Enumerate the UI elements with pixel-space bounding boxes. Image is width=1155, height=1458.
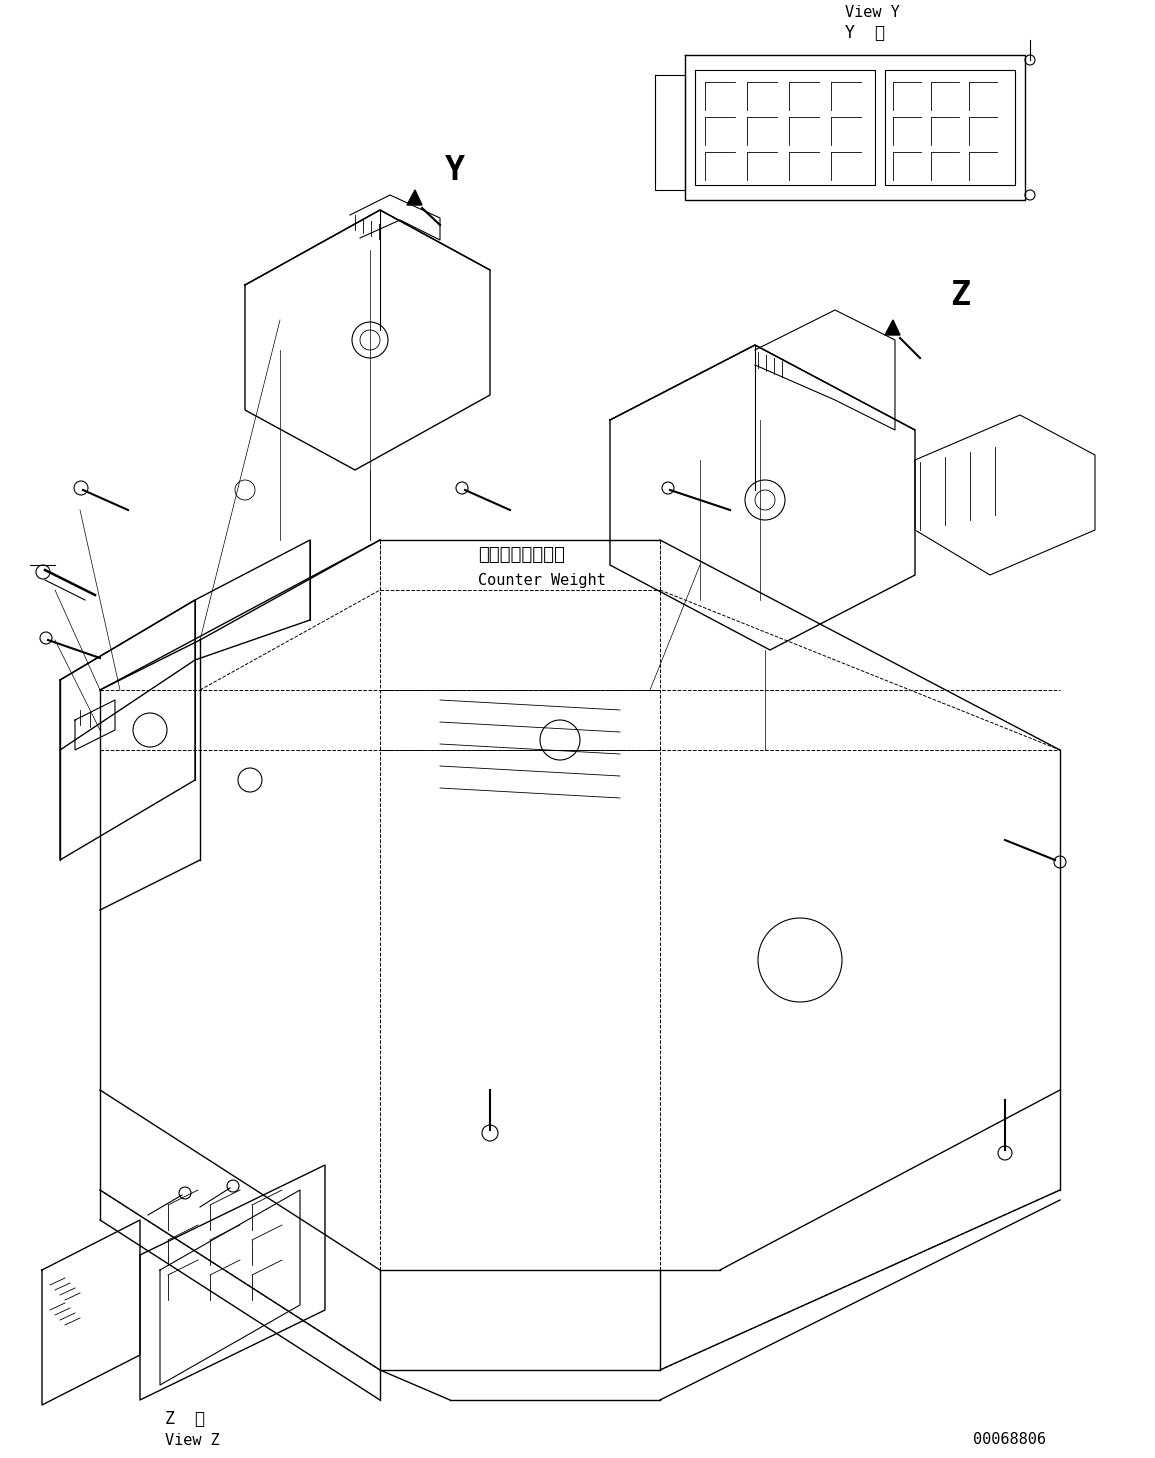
Text: Z: Z <box>949 278 970 312</box>
Text: カウンタウェイト: カウンタウェイト <box>478 545 565 564</box>
Text: 00068806: 00068806 <box>974 1433 1046 1448</box>
Text: Z  視: Z 視 <box>165 1410 204 1427</box>
Polygon shape <box>407 190 422 206</box>
Text: View Y: View Y <box>845 4 900 20</box>
Text: View Z: View Z <box>165 1433 219 1448</box>
Text: Y: Y <box>445 153 465 187</box>
Text: Y  視: Y 視 <box>845 23 885 42</box>
Text: Counter Weight: Counter Weight <box>478 573 605 588</box>
Polygon shape <box>885 319 900 335</box>
